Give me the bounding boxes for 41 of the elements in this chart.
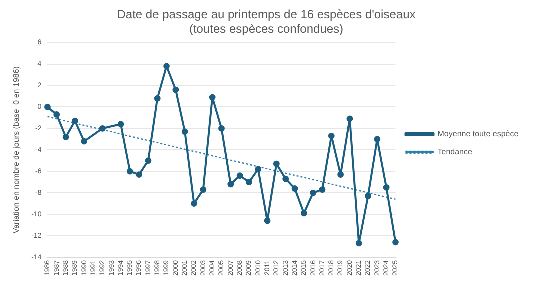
point xyxy=(292,186,298,192)
y-axis-title: Variation en nombre de jours (base 0 en 1986) xyxy=(12,66,22,234)
point xyxy=(164,63,170,70)
point xyxy=(62,134,70,140)
point xyxy=(365,193,372,200)
point xyxy=(182,128,188,136)
legend-label: Moyenne toute espèce xyxy=(438,130,520,139)
point xyxy=(346,116,354,122)
point xyxy=(81,138,88,145)
point xyxy=(273,160,280,168)
point xyxy=(300,210,308,217)
point xyxy=(310,190,317,196)
point xyxy=(99,125,106,132)
point xyxy=(392,239,399,246)
point xyxy=(126,168,134,175)
point xyxy=(255,166,262,173)
point xyxy=(154,95,161,102)
point xyxy=(338,172,344,178)
point xyxy=(54,112,60,118)
point xyxy=(319,186,326,194)
point xyxy=(282,176,290,182)
point xyxy=(72,118,78,124)
point xyxy=(118,121,124,128)
chart-title: Date de passage au printemps de 16 espèces d'oiseaux (toutes espèces confondues) xyxy=(117,8,416,36)
point xyxy=(191,200,198,207)
point xyxy=(218,125,225,132)
point xyxy=(136,172,143,178)
point xyxy=(200,186,207,194)
point xyxy=(356,240,362,247)
point xyxy=(246,179,252,186)
point xyxy=(236,172,244,180)
point xyxy=(44,104,51,110)
point xyxy=(374,136,381,143)
point xyxy=(264,218,271,224)
point xyxy=(145,158,152,164)
legend-label: Tendance xyxy=(438,148,473,157)
point xyxy=(209,94,216,101)
point xyxy=(172,86,180,94)
point xyxy=(328,132,335,140)
point xyxy=(228,181,234,188)
point xyxy=(383,184,390,191)
